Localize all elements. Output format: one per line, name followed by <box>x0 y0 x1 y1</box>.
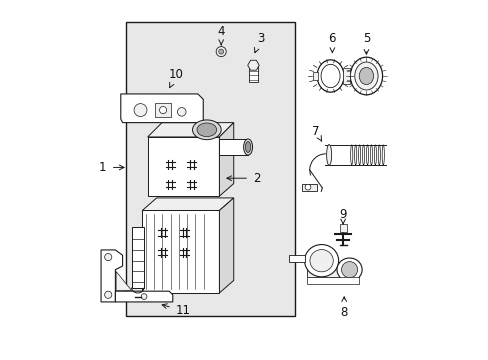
Polygon shape <box>219 123 233 196</box>
Bar <box>249 65 257 82</box>
Bar <box>306 262 359 277</box>
Ellipse shape <box>243 139 252 155</box>
Text: 11: 11 <box>162 304 191 318</box>
Polygon shape <box>301 184 316 191</box>
Bar <box>306 277 359 284</box>
Circle shape <box>134 104 147 117</box>
Circle shape <box>104 291 112 298</box>
Ellipse shape <box>326 144 331 165</box>
Circle shape <box>218 49 223 54</box>
Circle shape <box>177 108 185 116</box>
Polygon shape <box>147 123 233 137</box>
Polygon shape <box>131 226 144 288</box>
Polygon shape <box>147 137 219 196</box>
Polygon shape <box>116 271 131 291</box>
Circle shape <box>104 253 112 261</box>
Polygon shape <box>219 139 247 155</box>
Bar <box>312 72 317 80</box>
Polygon shape <box>142 198 233 211</box>
Text: 1: 1 <box>99 161 124 174</box>
Ellipse shape <box>245 141 250 152</box>
Ellipse shape <box>309 249 333 272</box>
Ellipse shape <box>349 57 382 95</box>
Ellipse shape <box>336 258 362 281</box>
Bar <box>339 225 346 231</box>
Polygon shape <box>219 198 233 293</box>
Text: 2: 2 <box>226 172 260 185</box>
Ellipse shape <box>354 62 377 90</box>
Ellipse shape <box>317 60 344 92</box>
Bar <box>126 22 294 316</box>
Bar <box>343 68 349 84</box>
Text: 3: 3 <box>254 32 264 53</box>
Circle shape <box>141 294 147 300</box>
Text: 8: 8 <box>340 297 347 319</box>
Ellipse shape <box>321 64 339 87</box>
Circle shape <box>305 184 310 190</box>
Ellipse shape <box>304 244 338 277</box>
Bar <box>155 103 171 117</box>
Polygon shape <box>115 291 172 302</box>
Ellipse shape <box>192 120 221 140</box>
Bar <box>324 145 385 165</box>
Text: 10: 10 <box>168 68 183 88</box>
Polygon shape <box>289 255 305 262</box>
Circle shape <box>159 107 166 114</box>
Text: 6: 6 <box>328 32 335 53</box>
Ellipse shape <box>359 67 373 85</box>
Text: 5: 5 <box>362 32 369 54</box>
Text: 9: 9 <box>339 208 346 224</box>
Polygon shape <box>142 211 219 293</box>
Ellipse shape <box>341 262 357 278</box>
Text: 7: 7 <box>312 125 321 141</box>
Polygon shape <box>121 94 203 123</box>
Polygon shape <box>101 250 122 302</box>
Circle shape <box>216 46 226 57</box>
Text: 4: 4 <box>217 25 224 45</box>
Ellipse shape <box>197 123 216 136</box>
